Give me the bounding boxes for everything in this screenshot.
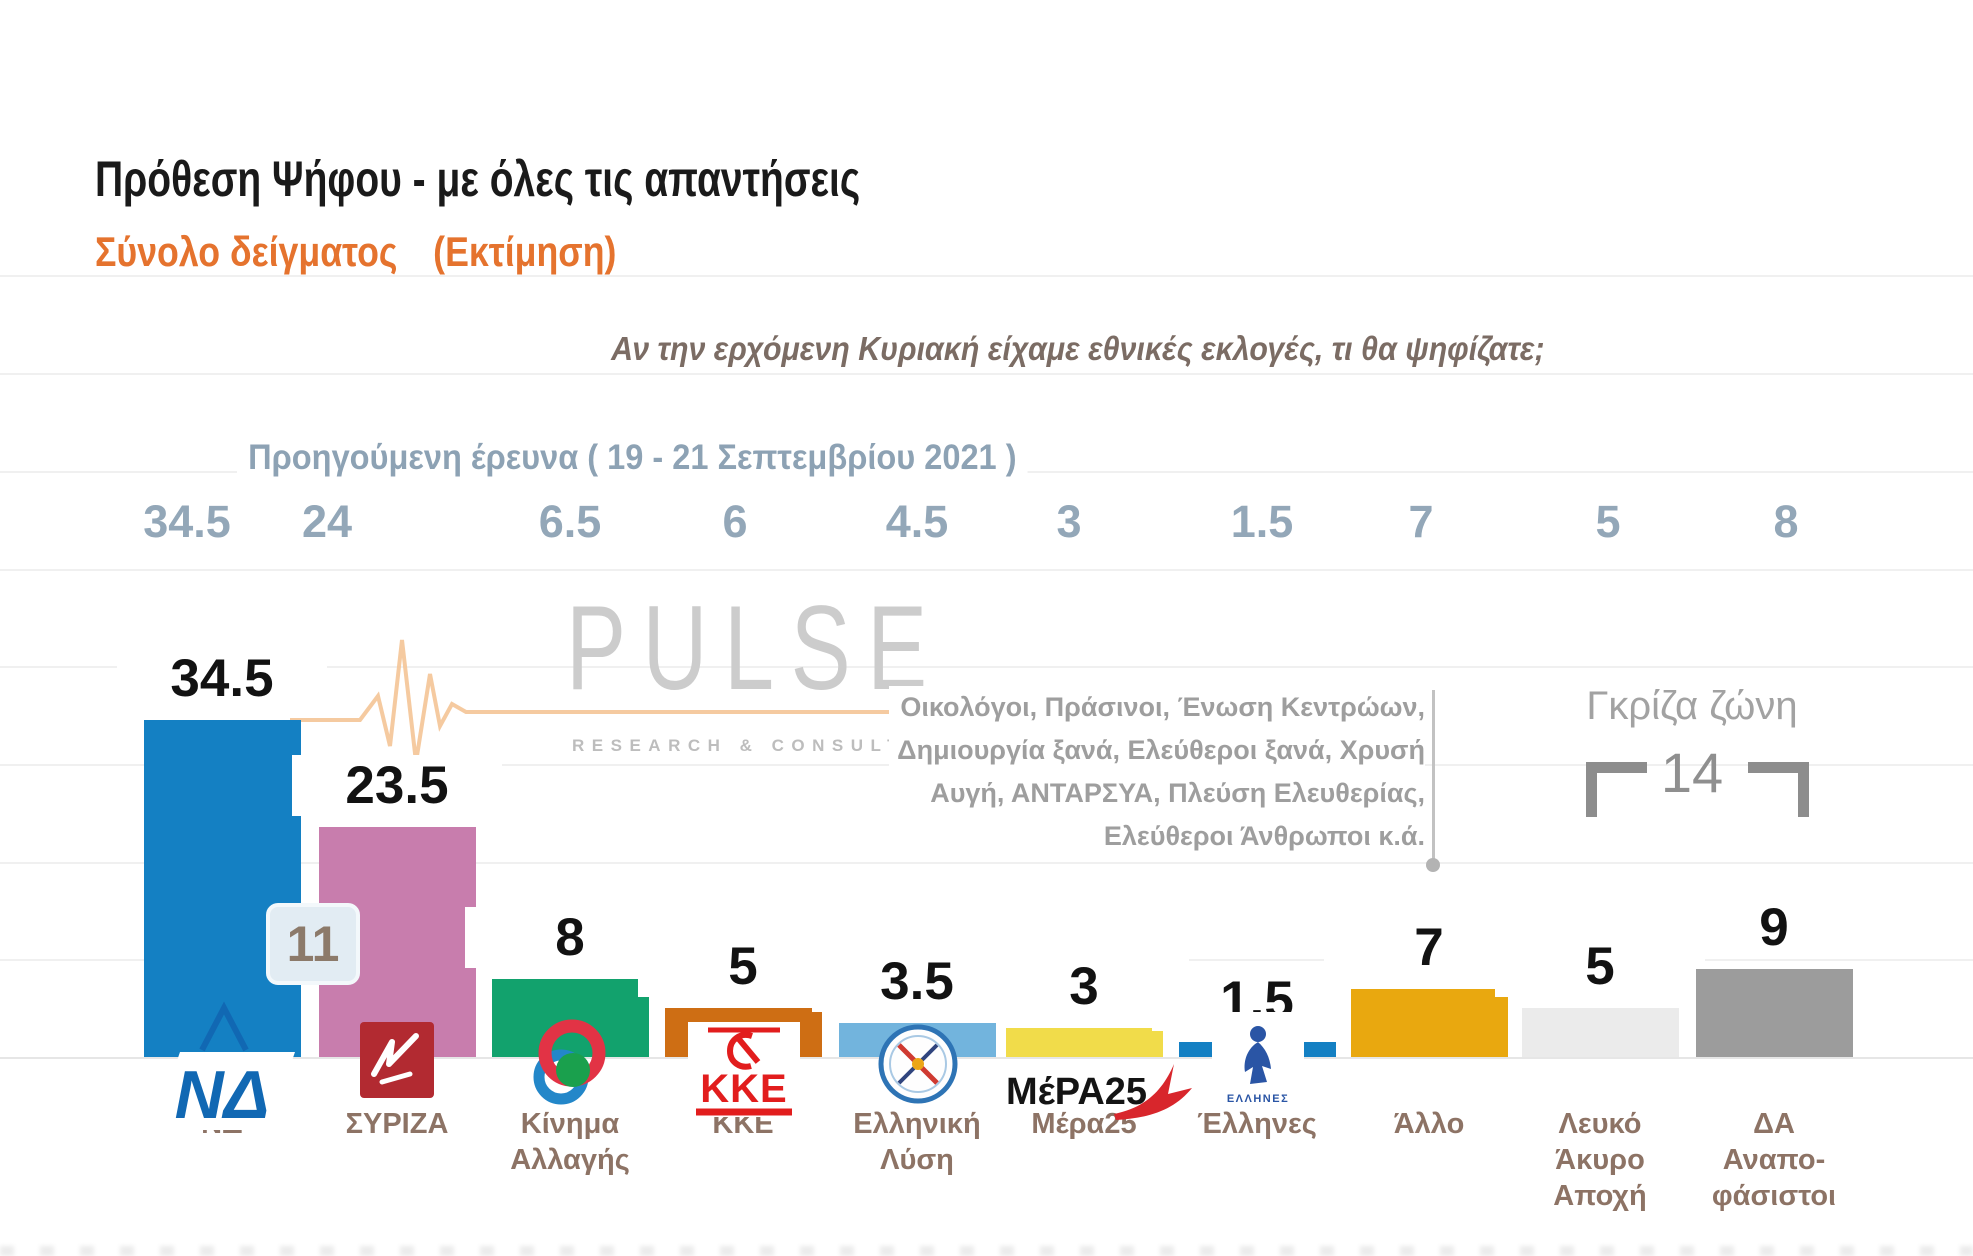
axis-label-line: ΣΥΡΙΖΑ [345,1108,449,1140]
previous-value-mera25: 3 [994,496,1144,548]
chart-title: Πρόθεση Ψήφου - με όλες τις απαντήσεις [95,151,861,207]
axis-label-line: Έλληνες [1197,1108,1317,1140]
note-leader-line [1432,690,1435,860]
axis-label-allo: Άλλο [1334,1106,1524,1142]
estimate-label: (Εκτίμηση) [433,228,617,275]
axis-label-leuko: Λευκό Άκυρο Αποχή [1505,1106,1695,1214]
previous-value-elliniki-lysi: 4.5 [842,496,992,548]
svg-text:MέPA25: MέPA25 [1006,1071,1147,1113]
chart-subtitle: Σύνολο δείγματος (Εκτίμηση) [95,228,616,276]
axis-label-line: Άλλο [1393,1108,1465,1140]
bar-kinal [491,978,649,1057]
value-label-syriza: 23.5 [292,755,502,817]
cropped-bottom-row [0,1246,1973,1256]
other-parties-note-line: Οικολόγοι, Πράσινοι, Ένωση Κεντρώων, [900,692,1425,722]
other-parties-note-line: Αυγή, ΑΝΤΑΡΣΥΑ, Πλεύση Ελευθερίας, [930,778,1425,808]
previous-value-da: 8 [1711,496,1861,548]
axis-label-line: Ελληνική [853,1108,981,1140]
gridline-0 [0,1057,1973,1059]
axis-label-line: ΔΑ [1753,1108,1795,1140]
previous-value-kke: 6 [660,496,810,548]
axis-label-elliniki-lysi: Ελληνική Λύση [822,1106,1012,1178]
previous-value-allo: 7 [1346,496,1496,548]
gridline-50 [0,568,1973,571]
previous-value-syriza: 24 [252,496,402,548]
axis-label-line: Άκυρο [1555,1144,1645,1176]
gray-zone-value: 14 [1660,741,1724,804]
axis-label-line: Αλλαγής [510,1144,630,1176]
previous-value-leuko: 5 [1533,496,1683,548]
svg-text:ΚΚΕ: ΚΚΕ [700,1067,787,1111]
bar-allo [1350,988,1508,1057]
axis-label-line: Αναπο- [1722,1144,1826,1176]
mera25-logo-icon: MέPA25 [1002,1052,1192,1129]
axis-label-da: ΔΑ Αναπο-φάσιστοι [1679,1106,1869,1214]
axis-label-line: Λύση [880,1144,954,1176]
pulse-watermark-tagline: RESEARCH & CONSULTING [572,736,958,755]
value-label-da: 9 [1669,897,1879,959]
gray-zone-title: Γκρίζα ζώνη [1586,684,1798,728]
other-parties-note-line: Ελεύθεροι Άνθρωποι κ.ά. [1103,821,1425,851]
ellines-logo-icon: ΕΛΛΗΝΕΣ [1212,1012,1304,1112]
axis-label-line: Κίνημα [520,1108,620,1140]
note-leader-dot [1426,858,1440,872]
axis-label-line: φάσιστοι [1711,1180,1837,1212]
syriza-logo-icon [360,1022,434,1103]
other-parties-note-line: Δημιουργία ξανά, Ελεύθεροι ξανά, Χρυσή [897,735,1425,765]
bar-nd [143,719,301,1057]
nd-logo-icon: ΝΔ [150,1000,295,1140]
axis-label-kinal: Κίνημα Αλλαγής [475,1106,665,1178]
svg-text:ΕΛΛΗΝΕΣ: ΕΛΛΗΝΕΣ [1227,1093,1289,1105]
gray-zone-left-bracket-icon [1586,762,1647,817]
bar-leuko [1521,1008,1679,1057]
kke-logo-icon: ΚΚΕ [688,1022,800,1122]
axis-label-syriza: ΣΥΡΙΖΑ [302,1106,492,1142]
bar-mera25 [1005,1027,1163,1057]
previous-value-kinal: 6.5 [495,496,645,548]
kinal-logo-icon [525,1015,615,1115]
previous-value-ellines: 1.5 [1187,496,1337,548]
gridline-70 [0,373,1973,376]
axis-label-ellines: Έλληνες [1162,1106,1352,1142]
nd-syriza-gap-badge: 11 [266,903,360,985]
previous-survey-heading: Προηγούμενη έρευνα ( 19 - 21 Σεπτεμβρίου… [237,438,1028,478]
gray-zone-right-bracket-icon [1748,762,1809,817]
gridline-40 [0,666,1973,669]
bar-da [1695,969,1853,1057]
other-parties-note: Οικολόγοι, Πράσινοι, Ένωση Κεντρώων, Δημι… [889,686,1425,858]
gridline-80 [0,275,1973,278]
survey-question: Αν την ερχόμενη Κυριακή είχαμε εθνικές ε… [611,330,1545,367]
sample-label: Σύνολο δείγματος [95,228,398,275]
axis-label-line: Λευκό [1558,1108,1642,1140]
value-label-nd: 34.5 [117,647,327,709]
gridline-20 [0,861,1973,864]
elliniki-lysi-logo-icon [877,1022,959,1111]
svg-text:ΝΔ: ΝΔ [175,1057,270,1133]
axis-label-line: Αποχή [1553,1180,1647,1212]
pulse-watermark-logo: PULSE [566,581,944,715]
previous-value-nd: 34.5 [112,496,262,548]
